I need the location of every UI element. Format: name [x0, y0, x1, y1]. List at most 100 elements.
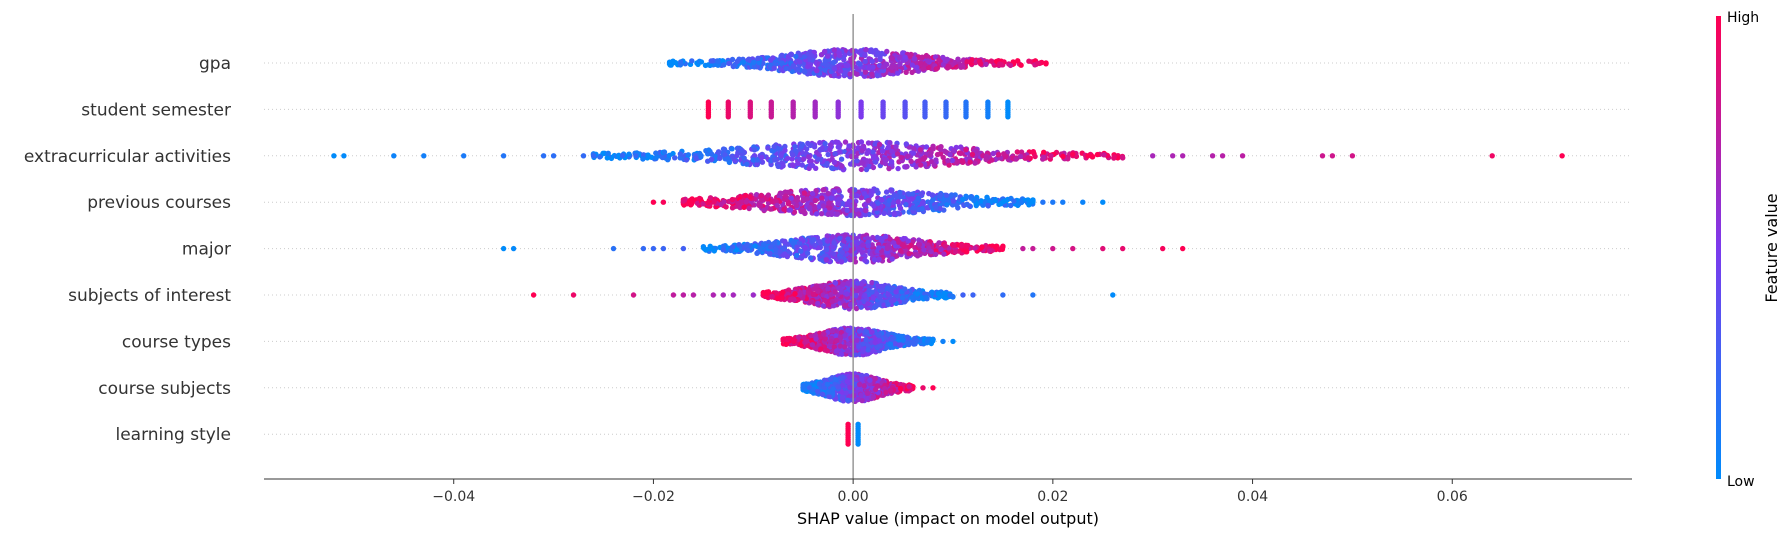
- shap-point: [797, 59, 803, 65]
- shap-point: [650, 199, 657, 205]
- shap-point: [918, 162, 924, 168]
- shap-point: [838, 351, 844, 357]
- shap-point: [902, 286, 908, 292]
- shap-point: [702, 62, 709, 69]
- shap-point: [806, 154, 812, 160]
- shap-point: [863, 329, 870, 335]
- shap-point: [858, 304, 864, 310]
- shap-point: [744, 161, 750, 167]
- shap-point: [856, 343, 862, 350]
- shap-point: [883, 189, 890, 195]
- shap-point: [891, 297, 897, 303]
- shap-point: [884, 48, 890, 55]
- shap-point: [1110, 292, 1116, 298]
- shap-point: [930, 146, 936, 152]
- shap-point: [1319, 153, 1326, 159]
- shap-point: [877, 56, 883, 63]
- shap-point: [785, 155, 791, 162]
- shap-point: [794, 197, 800, 204]
- shap-point: [740, 59, 747, 65]
- shap-point: [831, 59, 837, 66]
- shap-point: [1060, 199, 1066, 205]
- shap-point: [1017, 153, 1024, 160]
- shap-point: [795, 160, 801, 167]
- shap-point: [761, 207, 767, 213]
- shap-point: [530, 292, 537, 298]
- shap-point: [1007, 62, 1014, 69]
- shap-point: [770, 55, 776, 61]
- shap-point: [780, 163, 786, 169]
- shap-point: [717, 155, 723, 162]
- shap-point: [836, 187, 842, 194]
- shap-point: [798, 341, 804, 348]
- shap-point: [879, 50, 885, 57]
- shap-point: [812, 114, 818, 120]
- shap-point: [807, 55, 813, 62]
- shap-point: [808, 158, 814, 164]
- shap-point: [744, 242, 750, 248]
- shap-point: [1013, 156, 1019, 162]
- shap-point: [1008, 202, 1014, 209]
- shap-point: [869, 329, 875, 335]
- shap-point: [885, 291, 891, 298]
- shap-point: [859, 160, 865, 166]
- shap-point: [917, 60, 924, 66]
- shap-point: [837, 334, 844, 340]
- shap-point: [698, 152, 704, 159]
- shap-point: [879, 148, 886, 154]
- shap-point: [862, 257, 868, 263]
- shap-point: [817, 140, 823, 146]
- shap-point: [1048, 153, 1054, 159]
- shap-point: [1030, 197, 1036, 203]
- shap-point: [844, 291, 850, 297]
- shap-point: [905, 340, 911, 347]
- shap-point: [922, 114, 928, 120]
- shap-point: [1005, 114, 1011, 120]
- shap-point: [984, 194, 990, 200]
- shap-point: [746, 205, 752, 212]
- shap-point: [734, 247, 740, 253]
- shap-point: [705, 114, 712, 120]
- shap-point: [954, 202, 960, 208]
- shap-point: [822, 48, 828, 55]
- shap-point: [971, 197, 977, 203]
- shap-point: [1120, 245, 1126, 252]
- shap-point: [757, 244, 763, 251]
- shap-point: [630, 292, 637, 298]
- shap-point: [835, 144, 841, 150]
- shap-point: [803, 338, 809, 345]
- shap-point: [756, 202, 763, 209]
- shap-point: [831, 240, 837, 246]
- shap-point: [741, 204, 747, 210]
- shap-point: [1160, 245, 1166, 252]
- shap-point: [1094, 151, 1101, 158]
- shap-point: [831, 159, 838, 165]
- shap-point: [1209, 153, 1216, 159]
- shap-point: [1014, 149, 1020, 155]
- shap-point: [874, 73, 881, 79]
- shap-point: [785, 201, 792, 207]
- shap-point: [814, 68, 820, 74]
- shap-point: [951, 148, 957, 154]
- shap-point: [732, 158, 738, 164]
- shap-point: [782, 251, 788, 257]
- shap-point: [792, 143, 798, 150]
- shap-point: [858, 195, 864, 201]
- shap-point: [781, 245, 788, 251]
- shap-point: [958, 150, 964, 156]
- shap-point: [862, 52, 868, 59]
- shap-point: [930, 337, 936, 343]
- shap-point: [1025, 197, 1031, 203]
- shap-point: [597, 154, 603, 160]
- shap-point: [688, 202, 694, 208]
- shap-point: [906, 251, 912, 257]
- shap-point: [925, 64, 932, 71]
- shap-point: [700, 201, 706, 207]
- shap-point: [812, 197, 819, 204]
- shap-point: [881, 302, 887, 308]
- shap-point: [778, 153, 784, 159]
- shap-point: [897, 61, 903, 67]
- shap-point: [894, 151, 901, 157]
- shap-point: [855, 211, 862, 217]
- shap-point: [884, 285, 891, 291]
